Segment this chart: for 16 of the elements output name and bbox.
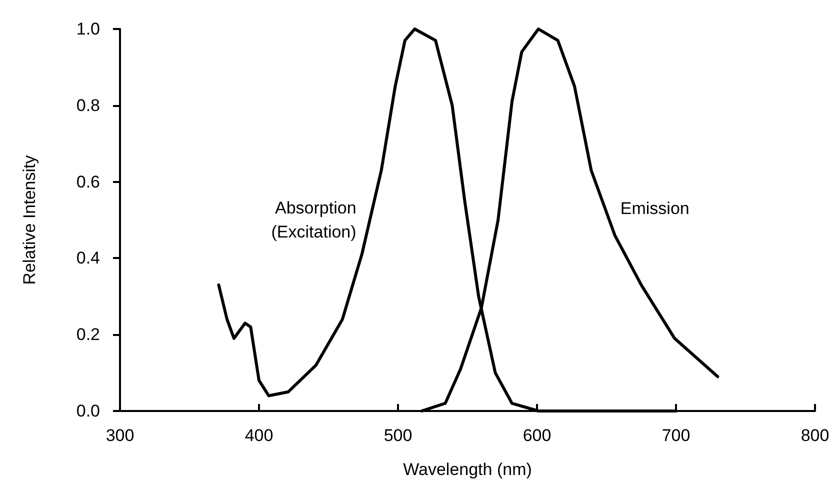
series-label: Emission (620, 199, 690, 218)
y-axis-title: Relative Intensity (20, 154, 39, 285)
y-tick-label: 0.0 (76, 402, 100, 420)
y-tick-label: 0.4 (76, 248, 100, 268)
x-tick-label: 500 (384, 426, 412, 445)
y-tick-label: 0.2 (76, 325, 100, 344)
y-tick-label: 0.6 (76, 172, 100, 192)
y-tick-label: 0.8 (76, 96, 100, 115)
x-tick-label: 700 (662, 426, 690, 445)
x-axis-title: Wavelength (nm) (403, 460, 532, 479)
x-tick-label: 400 (244, 426, 274, 445)
x-tick-label: 800 (800, 426, 830, 445)
x-tick-label: 300 (106, 426, 134, 445)
series-label: Absorption (Excitation) (271, 198, 356, 242)
y-tick-label: 1.0 (76, 20, 100, 38)
x-tick-label: 600 (522, 426, 552, 445)
